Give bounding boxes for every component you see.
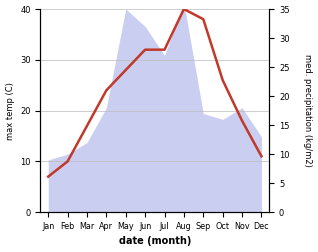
X-axis label: date (month): date (month): [119, 236, 191, 246]
Y-axis label: max temp (C): max temp (C): [5, 82, 15, 140]
Y-axis label: med. precipitation (kg/m2): med. precipitation (kg/m2): [303, 54, 313, 167]
